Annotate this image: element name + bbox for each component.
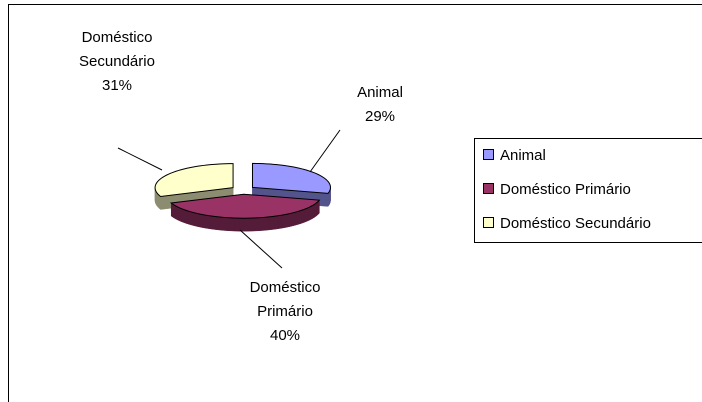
- legend-label: Doméstico Secundário: [500, 215, 651, 232]
- slice-side: [201, 214, 207, 229]
- slice-side: [238, 217, 245, 232]
- slice: [169, 193, 321, 219]
- legend-label: Doméstico Primário: [500, 181, 631, 198]
- slice-side: [228, 217, 235, 232]
- legend-swatch: [483, 217, 494, 228]
- slice-group: [169, 193, 321, 232]
- leader-line: [309, 129, 341, 173]
- legend-label: Animal: [500, 147, 546, 164]
- slice-side: [224, 217, 230, 232]
- slice-side: [281, 214, 286, 229]
- chart-frame: [8, 4, 702, 402]
- data-label: Doméstico Primário 40%: [230, 276, 340, 348]
- slice-side: [233, 217, 240, 232]
- slice-side: [276, 214, 282, 230]
- slice-side: [248, 217, 254, 232]
- slice-side: [289, 212, 294, 227]
- label-value: 29%: [364, 108, 396, 125]
- slice-side: [193, 212, 199, 227]
- slice-side: [306, 206, 310, 222]
- slice-side: [293, 211, 298, 227]
- slice-side: [205, 214, 211, 230]
- slice-side: [258, 217, 264, 232]
- slice-side: [262, 216, 269, 231]
- slice: [154, 163, 234, 197]
- slice: [251, 162, 331, 194]
- slice-group: [154, 163, 234, 211]
- slice-side: [197, 213, 203, 228]
- slice-side: [210, 215, 216, 230]
- slice-side: [267, 216, 273, 231]
- label-category: Doméstico Primário: [249, 279, 321, 320]
- slice-side: [303, 207, 308, 223]
- leader-line: [239, 229, 283, 269]
- label-category: Animal: [357, 84, 403, 101]
- slice-side: [309, 205, 313, 221]
- slice-side: [314, 202, 317, 218]
- legend-swatch: [483, 149, 494, 160]
- slice-side: [311, 203, 315, 220]
- slice-side: [272, 215, 278, 230]
- slice-side: [253, 217, 259, 232]
- data-label: Animal 29%: [325, 81, 435, 129]
- legend: Animal Doméstico Primário Doméstico Secund…: [483, 147, 651, 232]
- slice-side: [285, 213, 290, 228]
- leader-line: [117, 147, 163, 171]
- slice-side: [219, 216, 225, 231]
- pie: [154, 162, 331, 232]
- slice-side: [296, 210, 301, 226]
- slice-side: [243, 217, 249, 232]
- slice-side: [300, 209, 305, 224]
- label-value: 31%: [101, 77, 133, 94]
- label-value: 40%: [269, 327, 301, 344]
- legend-box: [474, 138, 702, 243]
- data-label: Doméstico Secundário 31%: [62, 26, 172, 98]
- label-category: Doméstico Secundário: [79, 29, 155, 70]
- legend-swatch: [483, 183, 494, 194]
- slice-side: [214, 216, 220, 231]
